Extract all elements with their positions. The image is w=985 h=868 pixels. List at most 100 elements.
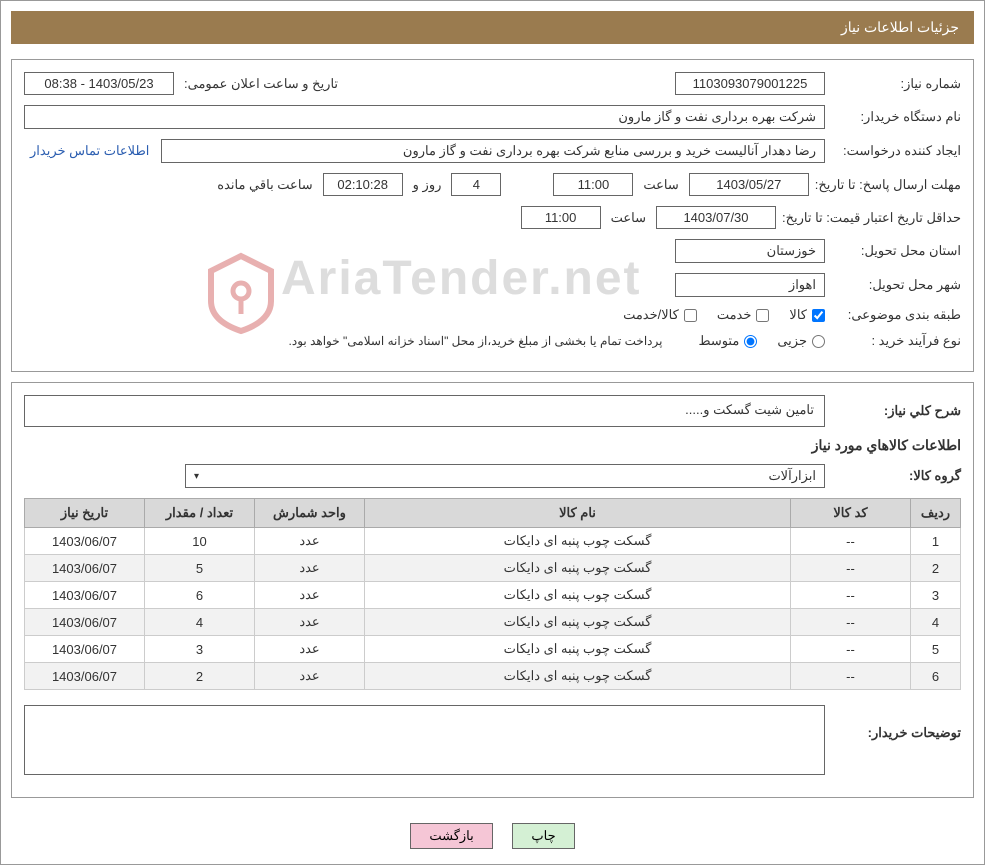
table-cell: گسکت چوب پنبه ای دایکات <box>365 582 791 609</box>
table-header-cell: واحد شمارش <box>255 499 365 528</box>
response-deadline-label: مهلت ارسال پاسخ: تا تاریخ: <box>815 177 961 193</box>
table-row: 2--گسکت چوب پنبه ای دایکاتعدد51403/06/07 <box>25 555 961 582</box>
items-table: ردیفکد کالانام کالاواحد شمارشتعداد / مقد… <box>24 498 961 690</box>
table-row: 1--گسکت چوب پنبه ای دایکاتعدد101403/06/0… <box>25 528 961 555</box>
buyer-notes-field <box>24 705 825 775</box>
table-cell: عدد <box>255 663 365 690</box>
purchase-partial-label: جزیی <box>777 333 807 349</box>
class-goods-option[interactable]: کالا <box>789 307 825 323</box>
table-cell: 4 <box>145 609 255 636</box>
delivery-province-label: استان محل تحویل: <box>831 243 961 259</box>
table-cell: 6 <box>145 582 255 609</box>
table-cell: -- <box>791 528 911 555</box>
class-goods-service-label: کالا/خدمت <box>623 307 679 323</box>
table-cell: -- <box>791 609 911 636</box>
price-validity-date-field: 1403/07/30 <box>656 206 776 229</box>
table-cell: 3 <box>911 582 961 609</box>
purchase-partial-option[interactable]: جزیی <box>777 333 825 349</box>
items-section: شرح کلي نیاز: تامین شیت گسکت و..... اطلا… <box>11 382 974 798</box>
table-cell: 6 <box>911 663 961 690</box>
table-row: 4--گسکت چوب پنبه ای دایکاتعدد41403/06/07 <box>25 609 961 636</box>
buyer-org-label: نام دستگاه خریدار: <box>831 109 961 125</box>
page-header: جزئیات اطلاعات نیاز <box>11 11 974 44</box>
table-cell: 4 <box>911 609 961 636</box>
table-cell: گسکت چوب پنبه ای دایکات <box>365 555 791 582</box>
class-goods-service-checkbox[interactable] <box>684 309 697 322</box>
table-cell: -- <box>791 582 911 609</box>
group-value: ابزارآلات <box>768 468 816 484</box>
announce-date-label: تاریخ و ساعت اعلان عمومی: <box>180 76 342 92</box>
table-cell: گسکت چوب پنبه ای دایکات <box>365 609 791 636</box>
table-header-cell: نام کالا <box>365 499 791 528</box>
general-desc-label: شرح کلي نیاز: <box>831 403 961 419</box>
class-goods-service-option[interactable]: کالا/خدمت <box>623 307 697 323</box>
dropdown-arrow-icon: ▾ <box>194 471 199 482</box>
buyer-org-field: شرکت بهره برداری نفت و گاز مارون <box>24 105 825 129</box>
purchase-medium-option[interactable]: متوسط <box>698 333 757 349</box>
table-cell: -- <box>791 555 911 582</box>
response-date-field: 1403/05/27 <box>689 173 809 196</box>
class-goods-label: کالا <box>789 307 807 323</box>
print-button[interactable]: چاپ <box>512 823 574 849</box>
table-cell: عدد <box>255 555 365 582</box>
table-cell: -- <box>791 663 911 690</box>
table-cell: 1403/06/07 <box>25 663 145 690</box>
purchase-type-label: نوع فرآیند خرید : <box>831 333 961 349</box>
buyer-contact-link[interactable]: اطلاعات تماس خریدار <box>24 143 155 159</box>
requester-label: ایجاد کننده درخواست: <box>831 143 961 159</box>
class-service-checkbox[interactable] <box>756 309 769 322</box>
delivery-province-field: خوزستان <box>675 239 825 263</box>
table-cell: گسکت چوب پنبه ای دایکات <box>365 528 791 555</box>
announce-date-field: 1403/05/23 - 08:38 <box>24 72 174 95</box>
table-cell: 1403/06/07 <box>25 582 145 609</box>
table-cell: عدد <box>255 582 365 609</box>
table-cell: عدد <box>255 636 365 663</box>
table-cell: عدد <box>255 609 365 636</box>
classification-group: کالا خدمت کالا/خدمت <box>623 307 825 323</box>
table-cell: 1403/06/07 <box>25 528 145 555</box>
table-header-cell: ردیف <box>911 499 961 528</box>
need-number-label: شماره نیاز: <box>831 76 961 92</box>
delivery-city-field: اهواز <box>675 273 825 297</box>
purchase-medium-radio[interactable] <box>744 335 757 348</box>
table-cell: 2 <box>911 555 961 582</box>
price-validity-label: حداقل تاریخ اعتبار قیمت: تا تاریخ: <box>782 210 961 226</box>
days-label: روز و <box>409 177 446 193</box>
purchase-medium-label: متوسط <box>698 333 739 349</box>
table-cell: گسکت چوب پنبه ای دایکات <box>365 636 791 663</box>
class-service-label: خدمت <box>717 307 752 323</box>
class-goods-checkbox[interactable] <box>812 309 825 322</box>
requester-field: رضا دهدار آنالیست خرید و بررسی منابع شرک… <box>161 139 825 163</box>
time-label-2: ساعت <box>607 210 650 226</box>
table-cell: -- <box>791 636 911 663</box>
table-cell: 5 <box>911 636 961 663</box>
time-label-1: ساعت <box>639 177 682 193</box>
details-section: شماره نیاز: 1103093079001225 تاریخ و ساع… <box>11 59 974 372</box>
price-validity-time-field: 11:00 <box>521 206 601 229</box>
table-header-cell: تعداد / مقدار <box>145 499 255 528</box>
purchase-partial-radio[interactable] <box>812 335 825 348</box>
button-row: چاپ بازگشت <box>11 808 974 854</box>
table-cell: 3 <box>145 636 255 663</box>
table-cell: 1403/06/07 <box>25 609 145 636</box>
items-section-title: اطلاعات کالاهاي مورد نیاز <box>24 437 961 454</box>
group-dropdown[interactable]: ابزارآلات ▾ <box>185 464 825 488</box>
table-header-cell: کد کالا <box>791 499 911 528</box>
table-cell: گسکت چوب پنبه ای دایکات <box>365 663 791 690</box>
table-cell: 2 <box>145 663 255 690</box>
table-cell: 5 <box>145 555 255 582</box>
table-cell: 10 <box>145 528 255 555</box>
table-cell: عدد <box>255 528 365 555</box>
table-cell: 1403/06/07 <box>25 636 145 663</box>
table-row: 3--گسکت چوب پنبه ای دایکاتعدد61403/06/07 <box>25 582 961 609</box>
class-service-option[interactable]: خدمت <box>717 307 770 323</box>
back-button[interactable]: بازگشت <box>410 823 492 849</box>
group-label: گروه کالا: <box>831 468 961 484</box>
delivery-city-label: شهر محل تحویل: <box>831 277 961 293</box>
need-number-field: 1103093079001225 <box>675 72 825 95</box>
response-time-field: 11:00 <box>553 173 633 196</box>
general-desc-field: تامین شیت گسکت و..... <box>24 395 825 427</box>
table-row: 6--گسکت چوب پنبه ای دایکاتعدد21403/06/07 <box>25 663 961 690</box>
payment-note: پرداخت تمام یا بخشی از مبلغ خرید،از محل … <box>289 334 663 348</box>
remaining-label: ساعت باقي مانده <box>213 177 316 193</box>
